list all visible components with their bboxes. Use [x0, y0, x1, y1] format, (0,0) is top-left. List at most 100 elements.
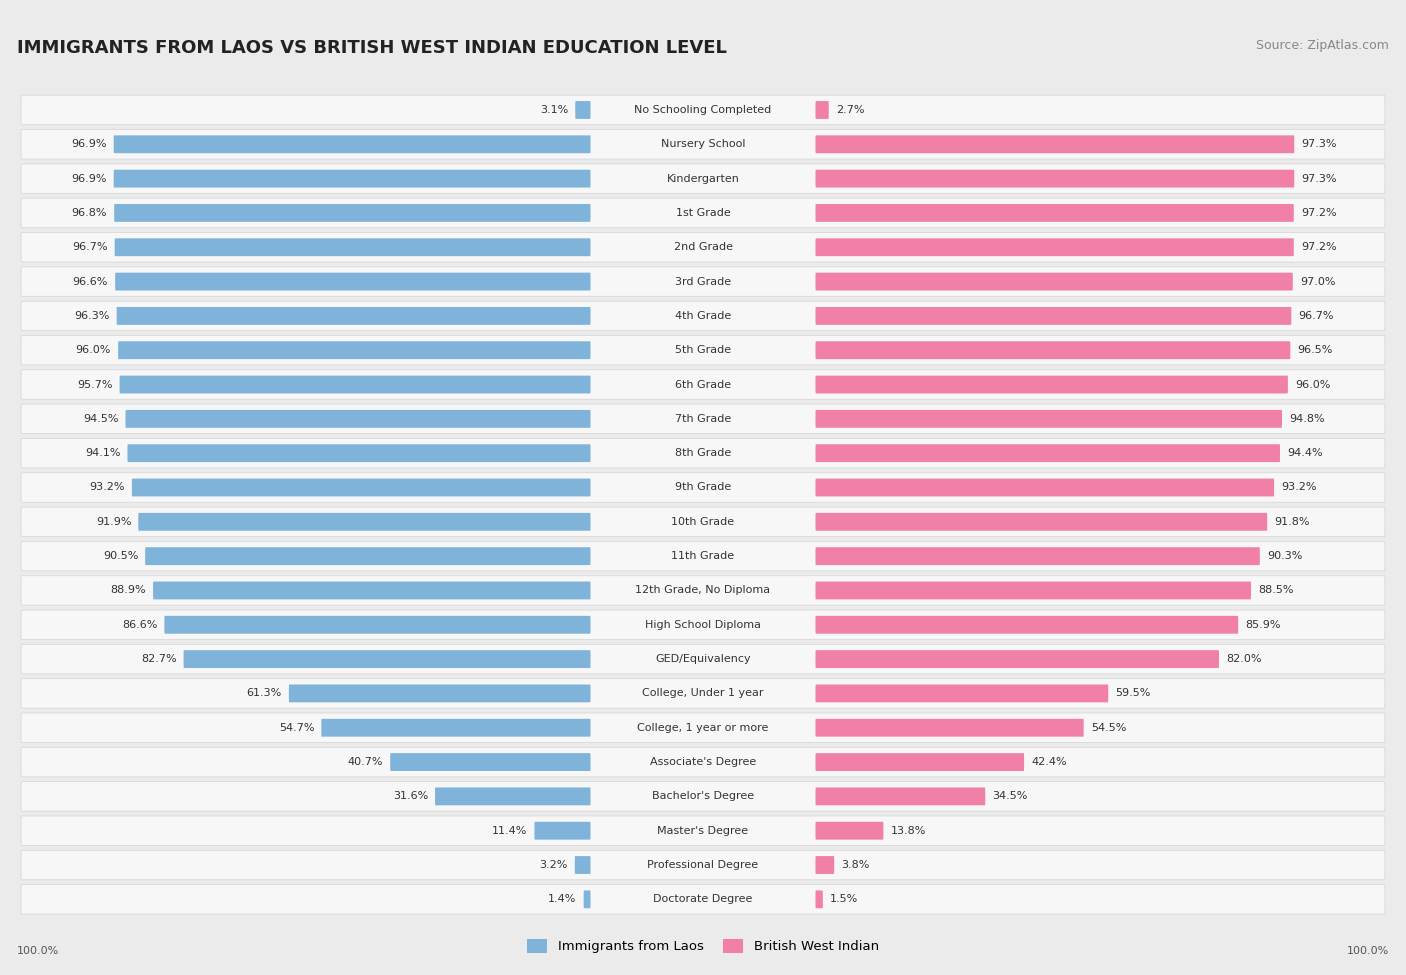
FancyBboxPatch shape — [21, 782, 1385, 811]
Text: 97.3%: 97.3% — [1302, 174, 1337, 183]
Text: Kindergarten: Kindergarten — [666, 174, 740, 183]
FancyBboxPatch shape — [815, 273, 1294, 291]
Text: 94.8%: 94.8% — [1289, 413, 1324, 424]
Text: 3rd Grade: 3rd Grade — [675, 277, 731, 287]
Text: 3.8%: 3.8% — [841, 860, 869, 870]
FancyBboxPatch shape — [815, 445, 1279, 462]
FancyBboxPatch shape — [815, 616, 1239, 634]
FancyBboxPatch shape — [184, 650, 591, 668]
FancyBboxPatch shape — [815, 410, 1282, 428]
FancyBboxPatch shape — [21, 816, 1385, 845]
Text: IMMIGRANTS FROM LAOS VS BRITISH WEST INDIAN EDUCATION LEVEL: IMMIGRANTS FROM LAOS VS BRITISH WEST IND… — [17, 39, 727, 57]
Text: 96.3%: 96.3% — [75, 311, 110, 321]
Text: 85.9%: 85.9% — [1246, 620, 1281, 630]
Text: 4th Grade: 4th Grade — [675, 311, 731, 321]
Text: 10th Grade: 10th Grade — [672, 517, 734, 526]
FancyBboxPatch shape — [815, 513, 1267, 530]
Text: 96.9%: 96.9% — [72, 139, 107, 149]
FancyBboxPatch shape — [21, 130, 1385, 159]
FancyBboxPatch shape — [21, 541, 1385, 571]
Text: 96.8%: 96.8% — [72, 208, 107, 218]
FancyBboxPatch shape — [21, 370, 1385, 400]
Text: 6th Grade: 6th Grade — [675, 379, 731, 390]
FancyBboxPatch shape — [145, 547, 591, 565]
Text: College, Under 1 year: College, Under 1 year — [643, 688, 763, 698]
FancyBboxPatch shape — [21, 610, 1385, 640]
FancyBboxPatch shape — [815, 856, 834, 874]
Text: Professional Degree: Professional Degree — [647, 860, 759, 870]
FancyBboxPatch shape — [21, 301, 1385, 331]
FancyBboxPatch shape — [815, 547, 1260, 565]
Text: 90.3%: 90.3% — [1267, 551, 1302, 562]
FancyBboxPatch shape — [21, 884, 1385, 915]
Text: 97.2%: 97.2% — [1301, 242, 1337, 253]
Text: 82.7%: 82.7% — [141, 654, 177, 664]
Text: 12th Grade, No Diploma: 12th Grade, No Diploma — [636, 585, 770, 596]
Text: 97.2%: 97.2% — [1301, 208, 1337, 218]
FancyBboxPatch shape — [391, 753, 591, 771]
FancyBboxPatch shape — [815, 788, 986, 805]
Text: 59.5%: 59.5% — [1115, 688, 1150, 698]
Text: 100.0%: 100.0% — [17, 946, 59, 956]
FancyBboxPatch shape — [120, 375, 591, 394]
FancyBboxPatch shape — [128, 445, 591, 462]
FancyBboxPatch shape — [815, 684, 1108, 702]
Text: 40.7%: 40.7% — [347, 757, 384, 767]
Text: 31.6%: 31.6% — [392, 792, 427, 801]
FancyBboxPatch shape — [132, 479, 591, 496]
FancyBboxPatch shape — [21, 232, 1385, 262]
FancyBboxPatch shape — [115, 273, 591, 291]
FancyBboxPatch shape — [21, 164, 1385, 193]
FancyBboxPatch shape — [21, 404, 1385, 434]
Text: 88.9%: 88.9% — [111, 585, 146, 596]
FancyBboxPatch shape — [21, 96, 1385, 125]
FancyBboxPatch shape — [815, 101, 828, 119]
FancyBboxPatch shape — [21, 575, 1385, 605]
FancyBboxPatch shape — [21, 507, 1385, 536]
Text: 97.0%: 97.0% — [1301, 277, 1336, 287]
Text: 61.3%: 61.3% — [246, 688, 281, 698]
FancyBboxPatch shape — [114, 136, 591, 153]
Text: 11.4%: 11.4% — [492, 826, 527, 836]
FancyBboxPatch shape — [21, 335, 1385, 365]
Text: No Schooling Completed: No Schooling Completed — [634, 105, 772, 115]
FancyBboxPatch shape — [815, 719, 1084, 737]
Text: 93.2%: 93.2% — [1281, 483, 1316, 492]
Text: 93.2%: 93.2% — [90, 483, 125, 492]
FancyBboxPatch shape — [815, 238, 1294, 256]
Text: 1st Grade: 1st Grade — [676, 208, 730, 218]
FancyBboxPatch shape — [815, 479, 1274, 496]
Text: 42.4%: 42.4% — [1031, 757, 1067, 767]
Text: Nursery School: Nursery School — [661, 139, 745, 149]
FancyBboxPatch shape — [21, 267, 1385, 296]
Text: 54.5%: 54.5% — [1091, 722, 1126, 733]
FancyBboxPatch shape — [815, 375, 1288, 394]
Text: 34.5%: 34.5% — [993, 792, 1028, 801]
Legend: Immigrants from Laos, British West Indian: Immigrants from Laos, British West India… — [522, 934, 884, 958]
Text: GED/Equivalency: GED/Equivalency — [655, 654, 751, 664]
FancyBboxPatch shape — [114, 204, 591, 222]
Text: 96.5%: 96.5% — [1298, 345, 1333, 355]
FancyBboxPatch shape — [815, 341, 1291, 359]
FancyBboxPatch shape — [288, 684, 591, 702]
FancyBboxPatch shape — [815, 650, 1219, 668]
Text: 8th Grade: 8th Grade — [675, 448, 731, 458]
Text: 96.9%: 96.9% — [72, 174, 107, 183]
Text: 94.4%: 94.4% — [1286, 448, 1323, 458]
FancyBboxPatch shape — [115, 238, 591, 256]
FancyBboxPatch shape — [138, 513, 591, 530]
FancyBboxPatch shape — [153, 581, 591, 600]
FancyBboxPatch shape — [534, 822, 591, 839]
FancyBboxPatch shape — [815, 822, 883, 839]
FancyBboxPatch shape — [117, 307, 591, 325]
Text: Associate's Degree: Associate's Degree — [650, 757, 756, 767]
FancyBboxPatch shape — [21, 439, 1385, 468]
Text: 1.4%: 1.4% — [548, 894, 576, 905]
FancyBboxPatch shape — [21, 473, 1385, 502]
Text: 94.1%: 94.1% — [84, 448, 121, 458]
FancyBboxPatch shape — [118, 341, 591, 359]
FancyBboxPatch shape — [815, 581, 1251, 600]
Text: 90.5%: 90.5% — [103, 551, 138, 562]
Text: 96.6%: 96.6% — [73, 277, 108, 287]
Text: 7th Grade: 7th Grade — [675, 413, 731, 424]
